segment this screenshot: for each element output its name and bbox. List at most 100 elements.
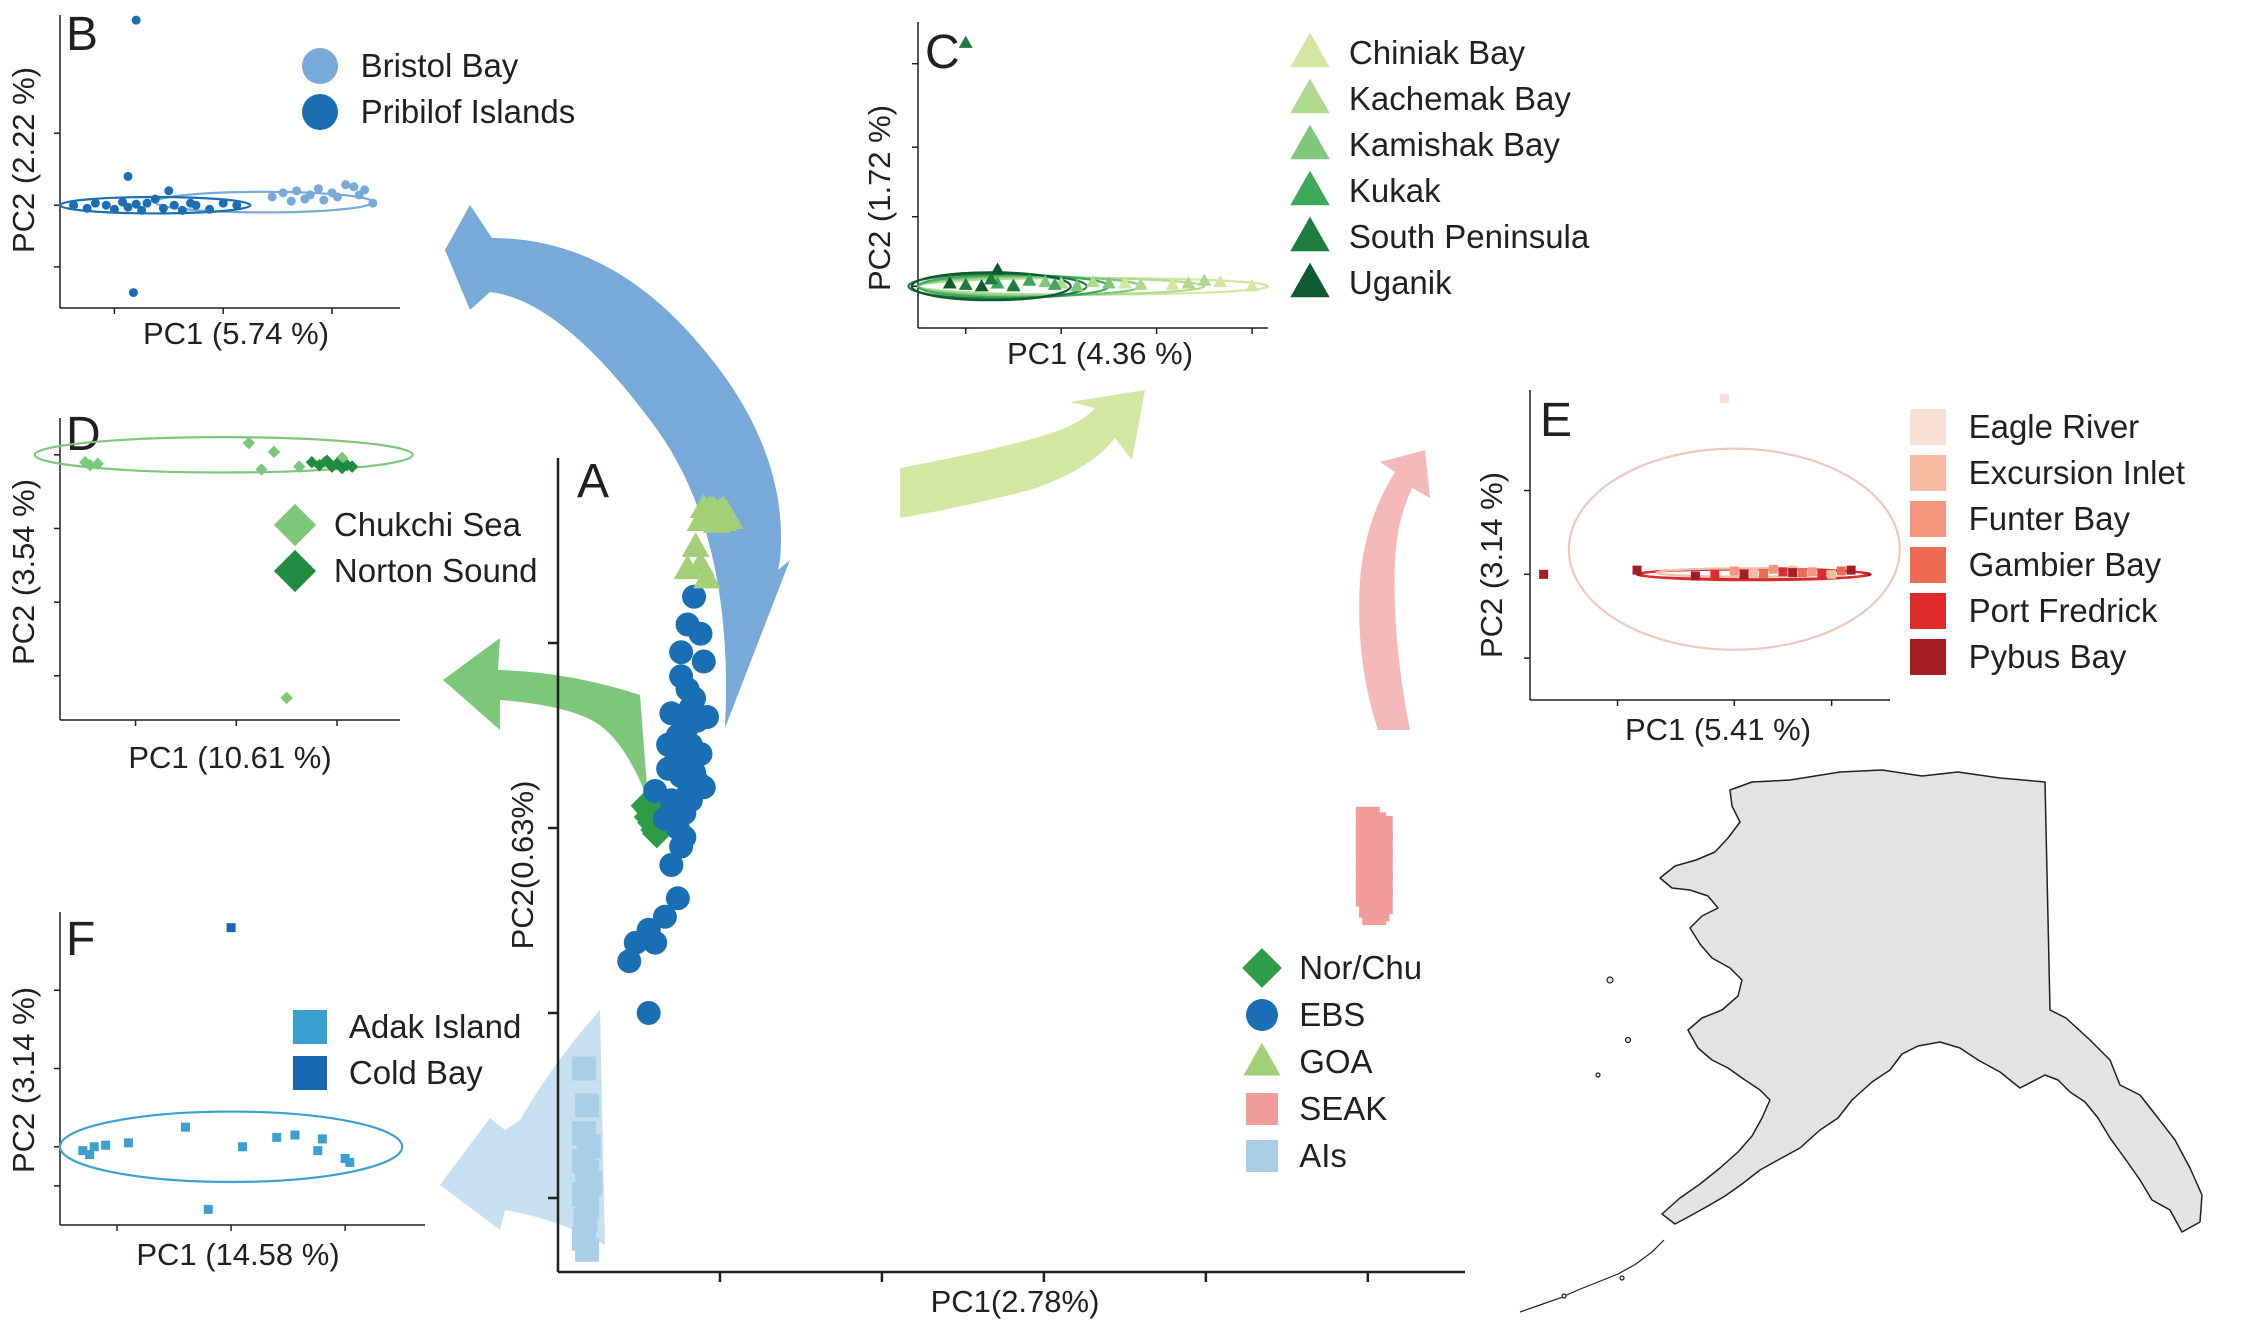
point-bristol-bay <box>292 186 302 196</box>
point-kachemak-bay <box>1197 273 1212 286</box>
point-goa <box>715 504 744 530</box>
legend-marker-pribilof-islands <box>302 94 338 130</box>
point-adak-island <box>101 1140 111 1150</box>
panel-a: A PC1(2.78%) PC2(0.63%) Nor/Chu EBS GOA SEA… <box>505 455 1465 1319</box>
point-gambier-bay <box>1797 568 1807 578</box>
point-chiniak-bay <box>1165 277 1180 290</box>
legend-marker-excursion-inlet <box>1910 455 1946 491</box>
point-eagle-river <box>1720 393 1730 403</box>
legend-label-kamishak-bay: Kamishak Bay <box>1349 126 1560 163</box>
point-bristol-bay <box>349 182 359 192</box>
panel-c-marks <box>907 35 1270 302</box>
point-adak-island <box>313 1146 323 1156</box>
legend-marker-funter-bay <box>1910 501 1946 537</box>
point-kamishak-bay <box>1070 279 1085 292</box>
legend-marker-pybus-bay <box>1910 639 1946 675</box>
panel-e: E PC1 (5.41 %) PC2 (3.14 %) Eagle RiverE… <box>1474 390 2185 747</box>
point-pribilof-islands <box>205 204 215 214</box>
point-chukchi-sea <box>280 691 293 705</box>
panel-e-ylabel: PC2 (3.14 %) <box>1474 472 1509 658</box>
panel-a-ticks <box>548 641 1370 1282</box>
point-pribilof-islands <box>137 205 147 215</box>
legend-label-norton-sound: Norton Sound <box>334 552 538 589</box>
legend-marker-nor-chu <box>1242 948 1282 988</box>
panel-e-ticks <box>1524 489 1833 706</box>
legend-label-ebs: EBS <box>1299 996 1365 1033</box>
point-ebs <box>691 649 716 674</box>
point-ebs <box>669 834 694 859</box>
legend-label-uganik: Uganik <box>1349 264 1452 301</box>
panel-a-letter: A <box>577 455 609 508</box>
point-pribilof-islands <box>101 200 111 210</box>
point-chiniak-bay <box>1213 274 1228 288</box>
point-adak-island <box>78 1146 88 1156</box>
panel-f-ylabel: PC2 (3.14 %) <box>6 987 41 1173</box>
panel-c-xlabel: PC1 (4.36 %) <box>1007 336 1193 371</box>
point-excursion-inlet <box>1749 568 1759 578</box>
point-port-fredrick <box>1778 567 1788 577</box>
point-pribilof-islands <box>123 202 133 212</box>
legend-label-kachemak-bay: Kachemak Bay <box>1349 80 1571 117</box>
point-pribilof-islands <box>128 288 138 298</box>
arrow-to-f <box>440 1010 605 1245</box>
point-ebs <box>656 732 681 757</box>
point-pribilof-islands <box>164 186 174 196</box>
legend-label-bristol-bay: Bristol Bay <box>361 47 519 84</box>
point-pribilof-islands <box>150 194 160 204</box>
legend-label-nor-chu: Nor/Chu <box>1299 949 1422 986</box>
arrow-to-b <box>445 205 790 728</box>
panel-f: F PC1 (14.58 %) PC2 (3.14 %) Adak Island… <box>6 912 521 1272</box>
point-gambier-bay <box>1759 568 1769 578</box>
panel-a-legend: Nor/Chu EBS GOA SEAK AIs <box>1242 948 1422 1174</box>
legend-marker-norton-sound <box>273 549 317 593</box>
alaska-map-icon <box>1519 769 2203 1313</box>
legend-label-funter-bay: Funter Bay <box>1969 500 2131 537</box>
point-pribilof-islands <box>90 198 100 208</box>
point-uganik <box>990 262 1005 275</box>
legend-label-eagle-river: Eagle River <box>1969 408 2140 445</box>
point-bristol-bay <box>313 184 323 194</box>
point-ebs <box>695 705 720 729</box>
point-bristol-bay <box>319 195 329 205</box>
point-kachemak-bay <box>1133 277 1148 290</box>
legend-label-port-fredrick: Port Fredrick <box>1969 592 2158 629</box>
point-pribilof-islands <box>123 171 133 181</box>
point-bristol-bay <box>278 188 288 198</box>
panel-c: C PC1 (4.36 %) PC2 (1.72 %) Chiniak Bay K… <box>862 22 1590 371</box>
point-pybus-bay <box>1690 571 1700 581</box>
point-excursion-inlet <box>1827 569 1837 579</box>
panel-f-marks <box>58 923 404 1214</box>
point-chukchi-sea <box>255 463 268 476</box>
point-ebs <box>688 621 713 646</box>
panel-b-legend: Bristol Bay Pribilof Islands <box>302 47 575 130</box>
point-ebs <box>669 640 694 665</box>
point-pribilof-islands <box>218 198 228 208</box>
legend-marker-kukak <box>1290 170 1330 206</box>
point-seak <box>1362 901 1387 926</box>
panel-c-ylabel: PC2 (1.72 %) <box>862 105 897 291</box>
legend-marker-adak-island <box>293 1010 327 1044</box>
point-adak-island <box>238 1142 247 1152</box>
point-ebs <box>643 779 668 803</box>
legend-marker-ebs <box>1246 999 1278 1031</box>
panel-b: B PC1 (5.74 %) PC2 (2.22 %) Bristol Bay P… <box>6 8 575 351</box>
point-adak-island <box>345 1157 355 1167</box>
point-chukchi-sea <box>242 436 256 450</box>
point-ebs <box>643 930 668 955</box>
legend-marker-port-fredrick <box>1910 593 1946 629</box>
point-goa <box>681 532 710 557</box>
point-goa <box>693 563 721 589</box>
panel-d-ylabel: PC2 (3.54 %) <box>6 479 41 665</box>
panel-d-marks <box>33 436 414 705</box>
panel-e-letter: E <box>1540 394 1572 447</box>
point-uganik <box>974 279 989 292</box>
point-ebs <box>665 886 690 911</box>
point-ais <box>575 1093 600 1118</box>
legend-marker-chukchi-sea <box>273 503 317 547</box>
arrow-to-c <box>900 390 1145 518</box>
point-pribilof-islands <box>142 198 152 208</box>
point-kukak <box>990 276 1005 289</box>
point-chukchi-sea <box>267 445 281 459</box>
point-ebs <box>617 949 642 974</box>
legend-label-excursion-inlet: Excursion Inlet <box>1969 454 2185 491</box>
